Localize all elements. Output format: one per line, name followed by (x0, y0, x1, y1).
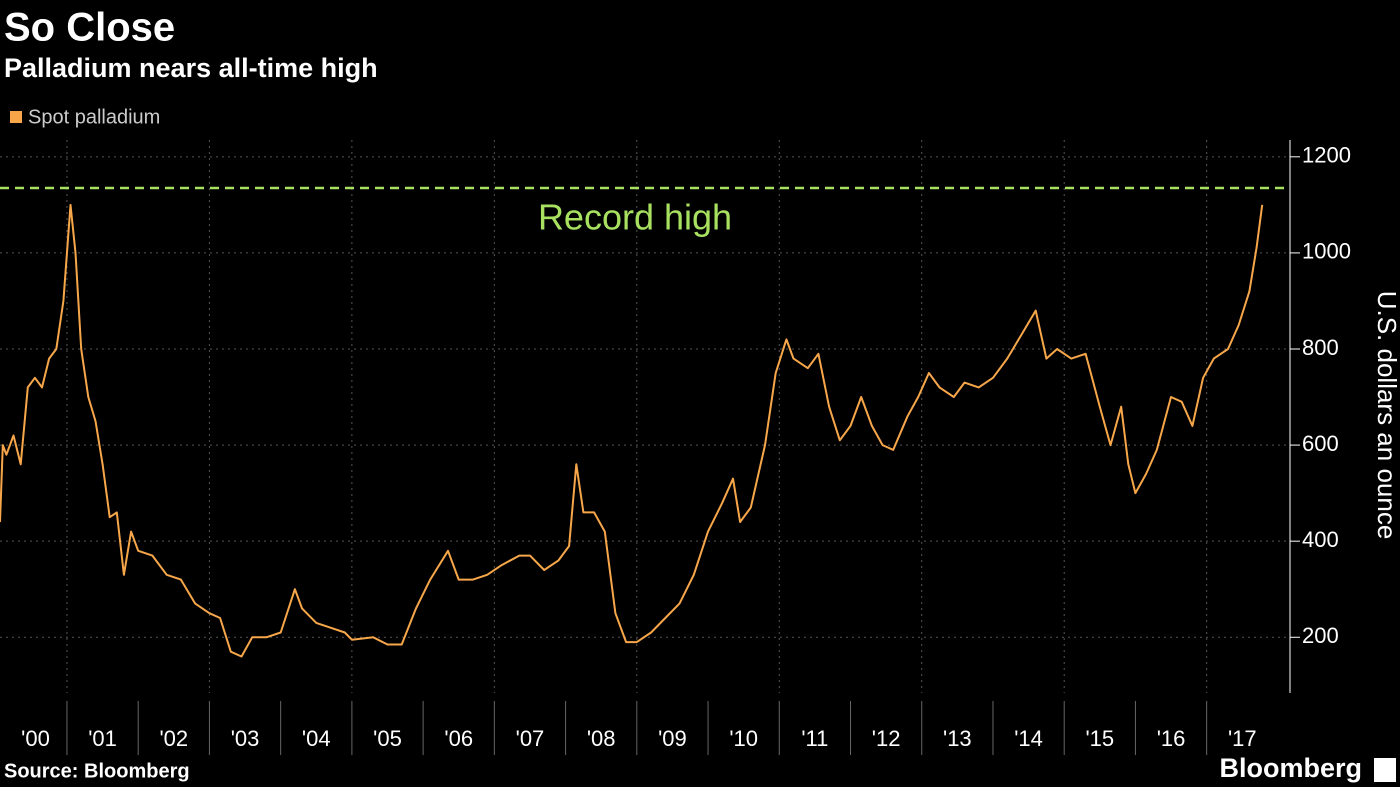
x-tick-label: '01 (88, 726, 117, 751)
x-tick-label: '02 (159, 726, 188, 751)
x-tick-label: '12 (872, 726, 901, 751)
x-tick-label: '05 (373, 726, 402, 751)
x-tick-label: '03 (231, 726, 260, 751)
y-tick-label: 600 (1302, 431, 1339, 456)
legend-swatch (10, 111, 22, 123)
x-tick-label: '15 (1085, 726, 1114, 751)
x-tick-label: '06 (444, 726, 473, 751)
x-tick-label: '16 (1157, 726, 1186, 751)
source: Source: Bloomberg (4, 760, 190, 782)
x-tick-label: '11 (801, 726, 828, 751)
y-tick-label: 1000 (1302, 239, 1351, 264)
y-tick-label: 1200 (1302, 143, 1351, 168)
reference-label: Record high (538, 197, 732, 238)
chart-subtitle: Palladium nears all-time high (4, 53, 378, 83)
logo: Bloomberg (1219, 753, 1362, 783)
x-tick-label: '04 (302, 726, 331, 751)
x-tick-label: '10 (729, 726, 758, 751)
x-tick-label: '17 (1228, 726, 1257, 751)
x-tick-label: '09 (658, 726, 687, 751)
chart-title: So Close (4, 6, 175, 50)
x-tick-label: '00 (21, 726, 50, 751)
y-tick-label: 800 (1302, 335, 1339, 360)
y-tick-label: 200 (1302, 623, 1339, 648)
logo-icon (1374, 758, 1396, 782)
x-tick-label: '14 (1014, 726, 1043, 751)
x-tick-label: '08 (587, 726, 616, 751)
y-axis-label: U.S. dollars an ounce (1372, 291, 1400, 540)
x-tick-label: '07 (516, 726, 545, 751)
legend-label: Spot palladium (28, 106, 160, 128)
x-tick-label: '13 (943, 726, 972, 751)
price-line (0, 203, 1264, 658)
y-tick-label: 400 (1302, 527, 1339, 552)
